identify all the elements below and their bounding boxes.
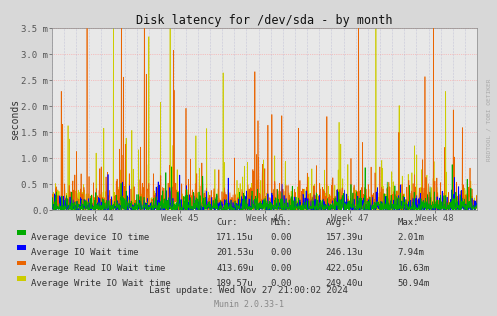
Text: Max:: Max: <box>398 218 419 227</box>
Text: Last update: Wed Nov 27 21:00:02 2024: Last update: Wed Nov 27 21:00:02 2024 <box>149 286 348 295</box>
Text: 0.00: 0.00 <box>271 264 292 272</box>
Text: 16.63m: 16.63m <box>398 264 430 272</box>
Text: Average device IO time: Average device IO time <box>31 233 149 242</box>
Title: Disk latency for /dev/sda - by month: Disk latency for /dev/sda - by month <box>136 14 393 27</box>
Text: 0.00: 0.00 <box>271 248 292 257</box>
Text: Min:: Min: <box>271 218 292 227</box>
Text: 0.00: 0.00 <box>271 279 292 288</box>
Text: 422.05u: 422.05u <box>326 264 363 272</box>
Text: 7.94m: 7.94m <box>398 248 424 257</box>
Text: Average Write IO Wait time: Average Write IO Wait time <box>31 279 170 288</box>
Text: Average IO Wait time: Average IO Wait time <box>31 248 138 257</box>
Y-axis label: seconds: seconds <box>10 99 20 140</box>
Text: 171.15u: 171.15u <box>216 233 254 242</box>
Text: 249.40u: 249.40u <box>326 279 363 288</box>
Text: 189.57u: 189.57u <box>216 279 254 288</box>
Text: 201.53u: 201.53u <box>216 248 254 257</box>
Text: Avg:: Avg: <box>326 218 347 227</box>
Text: Cur:: Cur: <box>216 218 238 227</box>
Text: 50.94m: 50.94m <box>398 279 430 288</box>
Text: 157.39u: 157.39u <box>326 233 363 242</box>
Text: Average Read IO Wait time: Average Read IO Wait time <box>31 264 165 272</box>
Text: 246.13u: 246.13u <box>326 248 363 257</box>
Text: 0.00: 0.00 <box>271 233 292 242</box>
Text: 2.01m: 2.01m <box>398 233 424 242</box>
Text: RRDTOOL / TOBI OETIKER: RRDTOOL / TOBI OETIKER <box>486 79 491 161</box>
Text: 413.69u: 413.69u <box>216 264 254 272</box>
Text: Munin 2.0.33-1: Munin 2.0.33-1 <box>214 300 283 309</box>
